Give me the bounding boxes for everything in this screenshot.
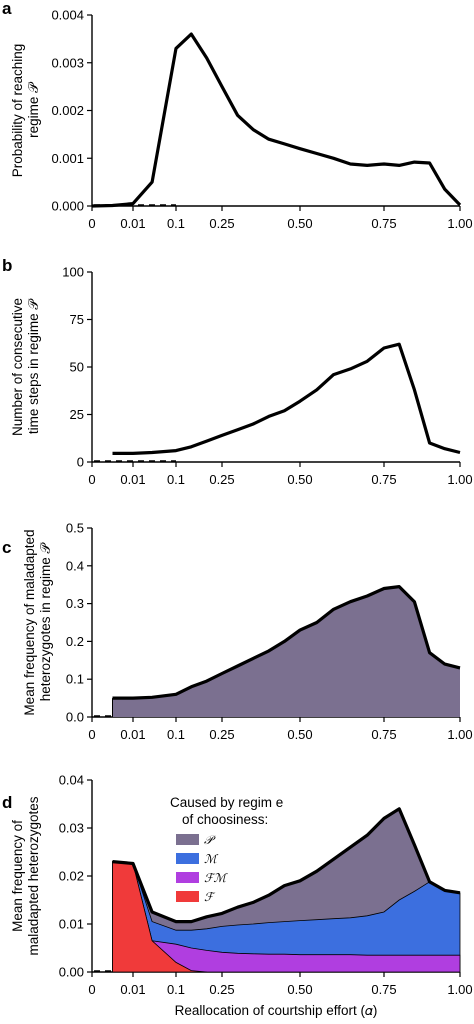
x-tick-label: 0.25 (209, 727, 234, 742)
panel-a: a Probability of reachingregime 𝒫 0.000 0.0… (2, 0, 473, 231)
panel-letter: c (2, 538, 11, 557)
y-axis-label-line: Mean frequency of (10, 820, 25, 932)
y-axis-label-line: heterozygotes in regime 𝒫 (38, 541, 53, 701)
legend-title-line: of choosiness: (182, 812, 268, 827)
y-axis-label: Probability of reachingregime 𝒫 (10, 44, 41, 178)
legend-label: ℱℳ (204, 871, 228, 885)
y-axis-label-line: Mean frequency of maladapted (22, 529, 37, 715)
x-tick-label: 0.25 (209, 472, 234, 487)
y-tick-label: 0.002 (51, 103, 84, 118)
y-tick-label: 50 (70, 360, 84, 375)
y-tick-label: 0.001 (51, 151, 84, 166)
y-tick-label: 0 (77, 455, 84, 470)
x-tick-label: 0.25 (209, 982, 234, 997)
x-tick-label: 0.1 (167, 216, 185, 231)
panel-letter: d (2, 793, 12, 812)
series-line (113, 344, 461, 453)
y-tick-label: 0.1 (66, 672, 84, 687)
y-tick-label: 0.3 (66, 596, 84, 611)
y-tick-label: 0.00 (59, 965, 84, 980)
x-tick-label: 0.50 (287, 727, 312, 742)
area-fill (113, 587, 461, 717)
x-tick-label: 0.01 (120, 216, 145, 231)
series-line (92, 34, 460, 206)
x-tick-label: 0.75 (371, 216, 396, 231)
x-tick-label: 1.00 (447, 216, 472, 231)
x-tick-label: 0.1 (167, 727, 185, 742)
x-tick-label: 1.00 (447, 982, 472, 997)
x-tick-label: 0.75 (371, 472, 396, 487)
panel-c: c Mean frequency of maladaptedheterozygot… (2, 521, 473, 743)
x-tick-label: 0 (88, 727, 95, 742)
y-tick-label: 100 (62, 265, 84, 280)
y-axis-label: Mean frequency ofmaladapted heterozygote… (10, 796, 41, 955)
x-tick-label: 0.01 (120, 727, 145, 742)
y-axis-label-line: maladapted heterozygotes (26, 796, 41, 955)
y-axis-label-line: time steps in regime 𝒫 (26, 298, 41, 435)
x-tick-label: 0 (88, 982, 95, 997)
x-tick-label: 0 (88, 216, 95, 231)
panel-letter: a (2, 0, 12, 18)
x-tick-label: 0.25 (209, 216, 234, 231)
legend-swatch (176, 834, 199, 845)
y-tick-label: 25 (70, 407, 84, 422)
legend-label: 𝒫 (204, 833, 216, 847)
y-tick-label: 0.03 (59, 821, 84, 836)
panel-b: b Number of consecutivetime steps in regi… (2, 256, 473, 487)
legend-label: ℳ (204, 852, 219, 866)
x-axis-label: Reallocation of courtship effort (𝛼) (175, 1003, 378, 1018)
legend-swatch (176, 872, 199, 883)
x-tick-label: 0.1 (167, 982, 185, 997)
y-tick-label: 0.2 (66, 634, 84, 649)
y-tick-label: 0.04 (59, 773, 84, 788)
x-tick-label: 1.00 (447, 472, 472, 487)
x-tick-label: 0.75 (371, 982, 396, 997)
y-axis-label: Number of consecutivetime steps in regim… (10, 298, 41, 436)
y-axis-label: Mean frequency of maladaptedheterozygote… (22, 529, 53, 715)
y-axis-label-line: regime 𝒫 (26, 81, 41, 138)
x-tick-label: 0.01 (120, 982, 145, 997)
y-tick-label: 0.000 (51, 199, 84, 214)
y-tick-label: 0.4 (66, 558, 84, 573)
y-tick-label: 0.01 (59, 917, 84, 932)
y-tick-label: 0.5 (66, 521, 84, 536)
legend-swatch (176, 853, 199, 864)
x-tick-label: 0.50 (287, 982, 312, 997)
x-tick-label: 0.50 (287, 216, 312, 231)
legend: Caused by regim e of choosiness: 𝒫ℳ ℱℳ ℱ (170, 795, 283, 904)
x-tick-label: 0.75 (371, 727, 396, 742)
y-tick-label: 75 (70, 312, 84, 327)
x-tick-label: 0.1 (167, 472, 185, 487)
legend-swatch (176, 891, 199, 902)
panel-letter: b (2, 256, 12, 275)
y-tick-label: 0.0 (66, 710, 84, 725)
x-tick-label: 0 (88, 472, 95, 487)
y-tick-label: 0.004 (51, 8, 84, 23)
y-tick-label: 0.02 (59, 869, 84, 884)
legend-title-line: Caused by regim e (170, 795, 283, 810)
y-axis-label-line: Number of consecutive (10, 298, 25, 436)
y-tick-label: 0.003 (51, 55, 84, 70)
x-tick-label: 0.01 (120, 472, 145, 487)
x-tick-label: 1.00 (447, 727, 472, 742)
x-tick-label: 0.50 (287, 472, 312, 487)
y-axis-label-line: Probability of reaching (10, 44, 25, 178)
legend-label: ℱ (204, 890, 216, 904)
